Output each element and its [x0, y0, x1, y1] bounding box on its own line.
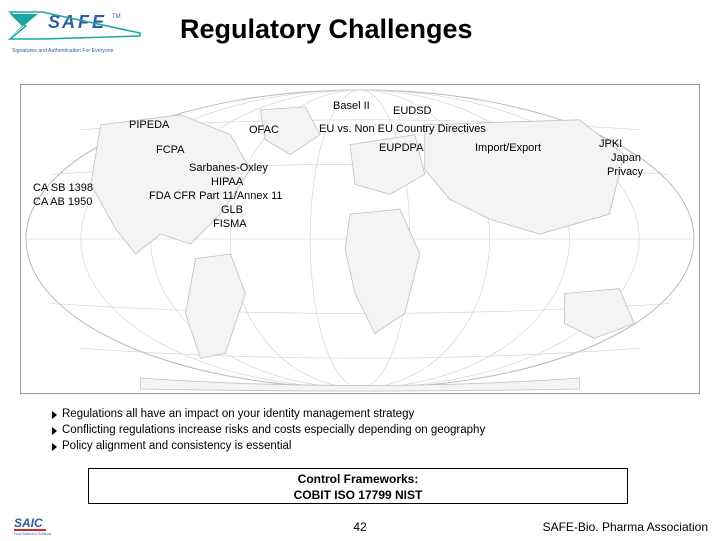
page-title: Regulatory Challenges — [180, 14, 473, 45]
label-jpki: JPKI — [599, 137, 622, 151]
framework-line2: COBIT ISO 17799 NIST — [89, 488, 627, 504]
svg-text:TM: TM — [112, 14, 121, 20]
label-casb: CA SB 1398 — [33, 181, 93, 195]
label-pipeda: PIPEDA — [129, 118, 169, 132]
label-eupdpa: EUPDPA — [379, 141, 423, 155]
label-privacy: Privacy — [607, 165, 643, 179]
label-fcpa: FCPA — [156, 143, 185, 157]
label-eudsd: EUDSD — [393, 104, 432, 118]
label-japan: Japan — [611, 151, 641, 165]
label-impexp: Import/Export — [475, 141, 541, 155]
svg-text:A: A — [61, 12, 75, 32]
svg-text:Signatures and Authentication: Signatures and Authentication For Everyo… — [12, 48, 114, 54]
safe-logo-svg: S A F E TM Signatures and Authentication… — [8, 6, 153, 61]
label-fdacfr: FDA CFR Part 11/Annex 11 — [149, 189, 282, 203]
label-caab: CA AB 1950 — [33, 195, 92, 209]
label-glb: GLB — [221, 203, 243, 217]
label-sarb: Sarbanes-Oxley — [189, 161, 268, 175]
label-euvs: EU vs. Non EU Country Directives — [319, 122, 486, 136]
label-basel: Basel II — [333, 99, 370, 113]
label-hipaa: HIPAA — [211, 175, 243, 189]
bullet-item: Regulations all have an impact on your i… — [52, 408, 672, 420]
footer-association: SAFE-Bio. Pharma Association — [543, 520, 708, 534]
label-ofac: OFAC — [249, 123, 279, 137]
bullet-list: Regulations all have an impact on your i… — [52, 408, 672, 456]
framework-box: Control Frameworks: COBIT ISO 17799 NIST — [88, 468, 628, 504]
world-map: Basel II EUDSD PIPEDA OFAC EU vs. Non EU… — [20, 84, 700, 394]
bullet-item: Conflicting regulations increase risks a… — [52, 424, 672, 436]
label-fisma: FISMA — [213, 217, 247, 231]
safe-logo: S A F E TM Signatures and Authentication… — [8, 6, 153, 61]
framework-line1: Control Frameworks: — [89, 472, 627, 488]
bullet-item: Policy alignment and consistency is esse… — [52, 440, 672, 452]
svg-text:E: E — [92, 12, 105, 32]
